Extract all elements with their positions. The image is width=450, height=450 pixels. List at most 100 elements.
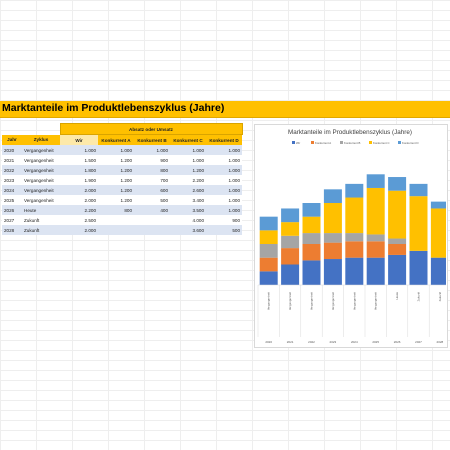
- table-cell[interactable]: 3.600: [170, 225, 206, 235]
- table-cell[interactable]: Zukunft: [22, 215, 60, 225]
- table-cell[interactable]: 2020: [2, 145, 22, 155]
- table-cell[interactable]: 1.000: [98, 145, 134, 155]
- table-cell[interactable]: [134, 225, 170, 235]
- table-cell[interactable]: 2023: [2, 175, 22, 185]
- table-cell[interactable]: 2021: [2, 155, 22, 165]
- table-cell[interactable]: 2.000: [60, 225, 98, 235]
- table-cell[interactable]: 2.500: [60, 215, 98, 225]
- legend-entry: Konkurrent C: [373, 141, 389, 145]
- bar-segment: [302, 260, 321, 285]
- bar-segment: [345, 257, 364, 285]
- table-cell[interactable]: Vergangenheit: [22, 155, 60, 165]
- table-cell[interactable]: 1.200: [98, 195, 134, 205]
- x-tick-label: 2021: [287, 340, 294, 344]
- table-cell[interactable]: 1.000: [206, 145, 242, 155]
- table-cell[interactable]: 2025: [2, 195, 22, 205]
- bar-segment: [430, 257, 446, 285]
- table-cell[interactable]: 700: [134, 175, 170, 185]
- table-cell[interactable]: 1.000: [206, 165, 242, 175]
- table-cell[interactable]: 800: [134, 165, 170, 175]
- table-cell[interactable]: 500: [206, 225, 242, 235]
- table-cell[interactable]: [98, 215, 134, 225]
- table-header-cell[interactable]: Konkurrent B: [134, 134, 170, 145]
- table-cell[interactable]: 4.000: [170, 215, 206, 225]
- bar-segment: [323, 242, 342, 260]
- data-table: Absatz oder Umsatz Jahr Zyklus Wir Konkurren…: [2, 123, 243, 235]
- table-cell[interactable]: 2027: [2, 215, 22, 225]
- table-cell[interactable]: Vergangenheit: [22, 175, 60, 185]
- table-cell[interactable]: 1.200: [98, 165, 134, 175]
- table-cell[interactable]: 2022: [2, 165, 22, 175]
- table-cell[interactable]: 1.000: [60, 145, 98, 155]
- table-cell[interactable]: 2026: [2, 205, 22, 215]
- bar-segment: [259, 244, 278, 258]
- cycle-label: Vergangenheit: [288, 292, 292, 310]
- table-cell[interactable]: [98, 225, 134, 235]
- table-cell[interactable]: 2028: [2, 225, 22, 235]
- table-cell[interactable]: 2024: [2, 185, 22, 195]
- table-cell[interactable]: Vergangenheit: [22, 195, 60, 205]
- table-cell[interactable]: 2.200: [60, 205, 98, 215]
- legend-entry: Wir: [296, 141, 300, 145]
- bar-segment: [345, 241, 364, 258]
- table-cell[interactable]: 1.200: [98, 155, 134, 165]
- table-cell[interactable]: 1.800: [60, 165, 98, 175]
- table-header-cell[interactable]: Konkurrent A: [98, 134, 134, 145]
- table-row: 2023 Vergangenheit 1.900 1.200 700 2.200 1.000: [2, 175, 242, 185]
- table-group-row: Absatz oder Umsatz: [2, 123, 243, 135]
- table-cell[interactable]: Vergangenheit: [22, 165, 60, 175]
- table-cell[interactable]: 3.400: [170, 195, 206, 205]
- bar-segment: [323, 203, 342, 234]
- table-cell[interactable]: 1.500: [60, 155, 98, 165]
- bar-segment: [366, 174, 385, 188]
- table-cell[interactable]: 1.000: [206, 185, 242, 195]
- bar-segment: [345, 233, 364, 242]
- table-cell[interactable]: Vergangenheit: [22, 145, 60, 155]
- table-cell[interactable]: Vergangenheit: [22, 185, 60, 195]
- table-cell[interactable]: 2.200: [170, 175, 206, 185]
- table-cell[interactable]: 3.500: [170, 205, 206, 215]
- table-cell[interactable]: 1.000: [170, 145, 206, 155]
- table-cell[interactable]: 1.900: [60, 175, 98, 185]
- cycle-label: Zukunft: [438, 292, 442, 302]
- table-cell[interactable]: 2.000: [60, 185, 98, 195]
- table-cell[interactable]: 1.000: [206, 195, 242, 205]
- table-cell[interactable]: Heute: [22, 205, 60, 215]
- table-cell[interactable]: 500: [134, 195, 170, 205]
- bar-segment: [388, 244, 407, 255]
- table-cell[interactable]: 1.000: [206, 205, 242, 215]
- bar-segment: [388, 238, 407, 244]
- table-cell[interactable]: 1.000: [134, 145, 170, 155]
- table-cell[interactable]: 1.200: [170, 165, 206, 175]
- table-cell[interactable]: 1.000: [206, 175, 242, 185]
- table-header-row: Jahr Zyklus Wir Konkurrent A Konkurrent B Kon…: [2, 134, 242, 145]
- table-group-header[interactable]: Absatz oder Umsatz: [59, 123, 243, 135]
- bar-segment: [409, 183, 428, 197]
- table-header-cell[interactable]: Wir: [60, 134, 98, 145]
- table-cell[interactable]: 1.000: [206, 155, 242, 165]
- table-row: 2024 Vergangenheit 2.000 1.200 600 2.600 1.000: [2, 185, 242, 195]
- table-cell[interactable]: 400: [134, 205, 170, 215]
- table-cell[interactable]: [134, 215, 170, 225]
- bar-segment: [259, 271, 278, 285]
- table-cell[interactable]: 600: [134, 185, 170, 195]
- table-header-cell[interactable]: Konkurrent C: [170, 134, 206, 145]
- table-cell[interactable]: 900: [134, 155, 170, 165]
- bar-segment: [259, 230, 278, 244]
- table-cell[interactable]: 2.000: [60, 195, 98, 205]
- table-cell[interactable]: Zukunft: [22, 225, 60, 235]
- bar-segment: [259, 257, 278, 272]
- table-cell[interactable]: 1.000: [170, 155, 206, 165]
- table-cell[interactable]: 1.200: [98, 185, 134, 195]
- table-row: 2021 Vergangenheit 1.500 1.200 900 1.000 1.000: [2, 155, 242, 165]
- bar-segment: [388, 190, 407, 239]
- bar-segment: [345, 197, 364, 234]
- table-header-cell[interactable]: Jahr: [2, 134, 22, 145]
- table-cell[interactable]: 900: [206, 215, 242, 225]
- table-cell[interactable]: 2.600: [170, 185, 206, 195]
- bar-segment: [323, 233, 342, 243]
- table-header-cell[interactable]: Zyklus: [22, 134, 60, 145]
- table-cell[interactable]: 800: [98, 205, 134, 215]
- table-cell[interactable]: 1.200: [98, 175, 134, 185]
- table-header-cell[interactable]: Konkurrent D: [206, 134, 242, 145]
